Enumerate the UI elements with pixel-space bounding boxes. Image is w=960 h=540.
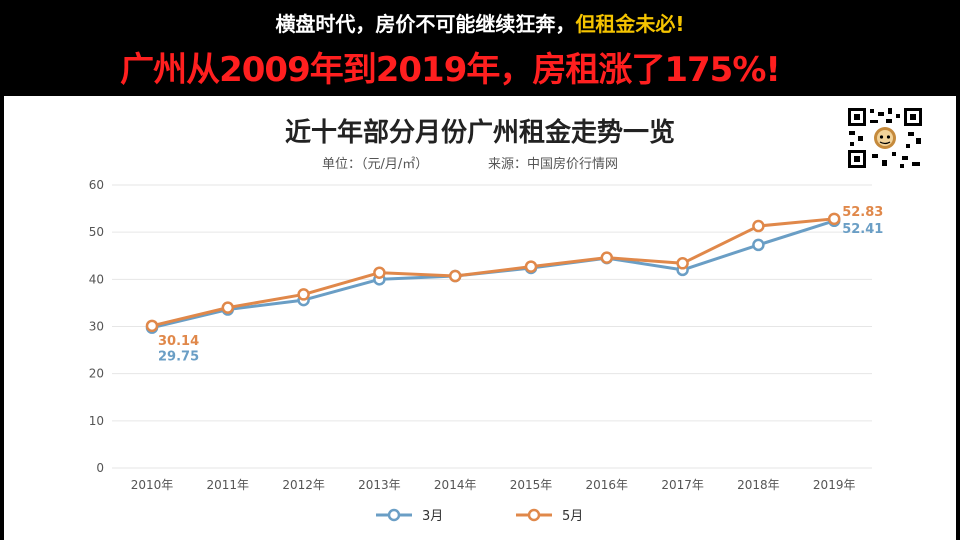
data-point [524,260,538,273]
x-tick-label: 2011年 [207,478,250,492]
data-label: 29.75 [158,350,199,365]
data-label: 52.83 [842,205,883,220]
series-line [151,217,835,328]
x-tick-label: 2013年 [358,478,401,492]
headline-white-text: 横盘时代，房价不可能继续狂奔， [275,12,576,36]
x-tick-label: 2017年 [661,478,704,492]
legend-label: 5月 [562,509,583,524]
legend-marker [387,508,401,522]
data-point [373,266,386,279]
series-2 [145,212,841,333]
legend-item: 5月 [516,508,583,524]
headline-yellow-text: 但租金未必! [575,12,685,36]
legend-marker [527,508,541,522]
data-point [297,288,310,301]
data-point [145,319,159,333]
x-tick-label: 2014年 [434,478,477,492]
series-1 [145,214,841,334]
data-label: 30.14 [158,334,199,349]
series-line [151,219,835,330]
y-tick-label: 20 [89,367,104,381]
chart-unit-label: 单位：（元/月/㎡） [322,157,429,172]
data-point [752,219,765,233]
data-point [676,257,689,270]
x-tick-label: 2015年 [510,478,553,492]
y-tick-label: 0 [96,461,104,475]
chart-source-label: 来源：中国房价行情网 [488,157,619,172]
x-tick-label: 2019年 [813,478,856,492]
data-point [752,238,765,252]
chart-title: 近十年部分月份广州租金走势一览 [284,118,675,148]
qr-code-graphic [846,106,924,170]
data-point [827,212,841,226]
headline-line-2: 广州从2009年到2019年，房租涨了175%! [120,50,781,90]
data-label: 52.41 [842,222,883,237]
x-tick-label: 2018年 [737,478,780,492]
data-point [448,269,462,283]
data-point [600,251,614,264]
y-tick-label: 10 [89,414,104,428]
x-axis-ticks: 2010年 2011年 2012年 2013年 2014年 2015年 2016年 2017年… [131,478,856,492]
y-axis-ticks: 0 10 20 30 40 50 60 [89,178,104,475]
x-tick-label: 2010年 [131,478,174,492]
legend-item: 3月 [376,508,443,524]
legend-label: 3月 [422,509,443,524]
y-tick-label: 60 [89,178,104,192]
y-tick-label: 50 [89,225,104,239]
data-point [221,301,235,314]
y-tick-label: 40 [89,272,104,286]
y-tick-label: 30 [89,320,104,334]
x-tick-label: 2012年 [282,478,325,492]
headline-banner: 横盘时代，房价不可能继续狂奔，但租金未必! 广州从2009年到2019年，房租涨… [0,0,960,96]
chart-gridlines [112,184,872,469]
chart-panel [4,96,956,540]
qr-code-icon [846,106,924,170]
chart-legend: 3月 5月 [376,508,583,524]
headline-line-1: 横盘时代，房价不可能继续狂奔，但租金未必! [0,8,960,37]
x-tick-label: 2016年 [586,478,629,492]
chart-series [145,212,841,334]
